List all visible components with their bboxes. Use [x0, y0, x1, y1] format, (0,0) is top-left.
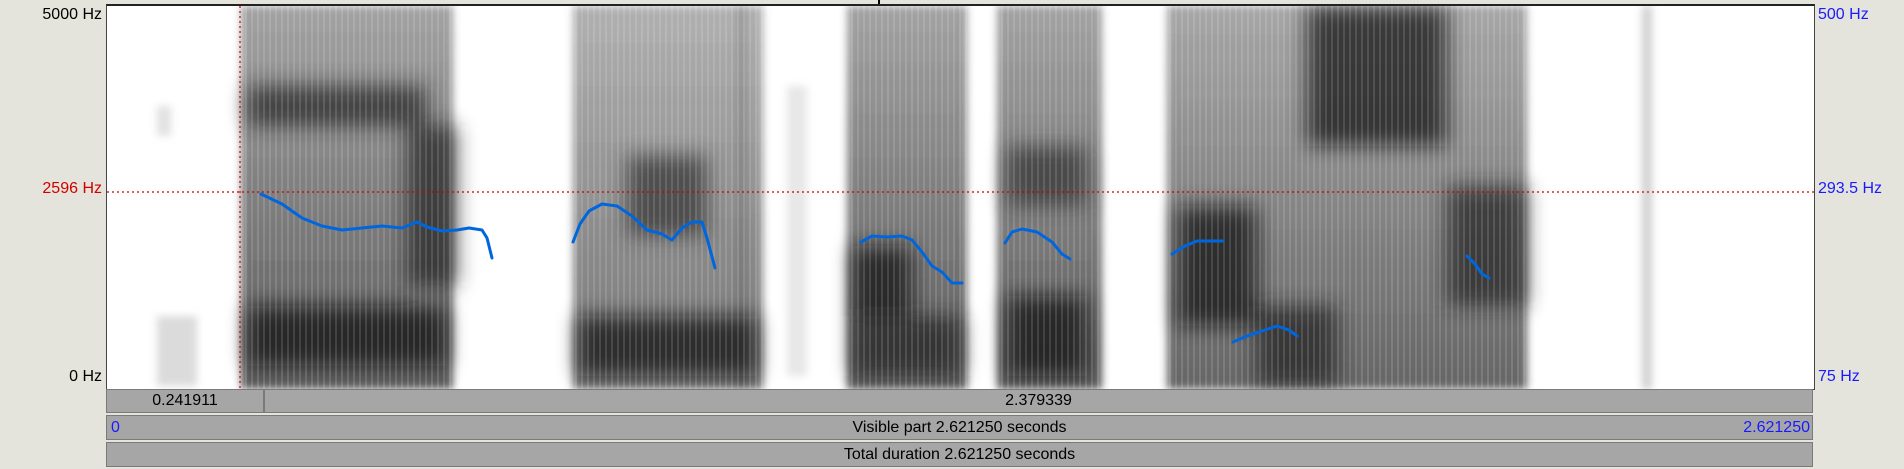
pitch-max-label: 500 Hz [1818, 6, 1869, 23]
spectrogram-panel[interactable] [106, 4, 1815, 390]
window-top-border [106, 0, 1815, 4]
pulse-striations [241, 6, 1527, 389]
time-segment-right-label: 2.379339 [1005, 392, 1072, 409]
freq-max-label: 5000 Hz [42, 6, 102, 23]
pitch-min-label: 75 Hz [1818, 368, 1860, 385]
cursor-freq-label: 2596 Hz [42, 180, 102, 197]
visible-start-label: 0 [111, 418, 120, 436]
spectrogram-svg [107, 6, 1814, 389]
visible-part-bar[interactable]: 0 Visible part 2.621250 seconds 2.621250 [106, 415, 1813, 440]
selection-marker [878, 0, 880, 6]
freq-min-label: 0 Hz [69, 368, 102, 385]
total-duration-bar[interactable]: Total duration 2.621250 seconds [106, 442, 1813, 467]
visible-part-label: Visible part 2.621250 seconds [852, 418, 1067, 436]
cursor-pitch-label: 293.5 Hz [1818, 180, 1883, 197]
time-segment-left[interactable]: 0.241911 [106, 389, 264, 413]
visible-end-label: 2.621250 [1743, 418, 1810, 436]
pitch-contour [259, 192, 1491, 344]
time-segment-right[interactable]: 2.379339 [264, 389, 1813, 413]
total-duration-label: Total duration 2.621250 seconds [843, 445, 1076, 463]
time-segment-left-label: 0.241911 [152, 392, 218, 409]
